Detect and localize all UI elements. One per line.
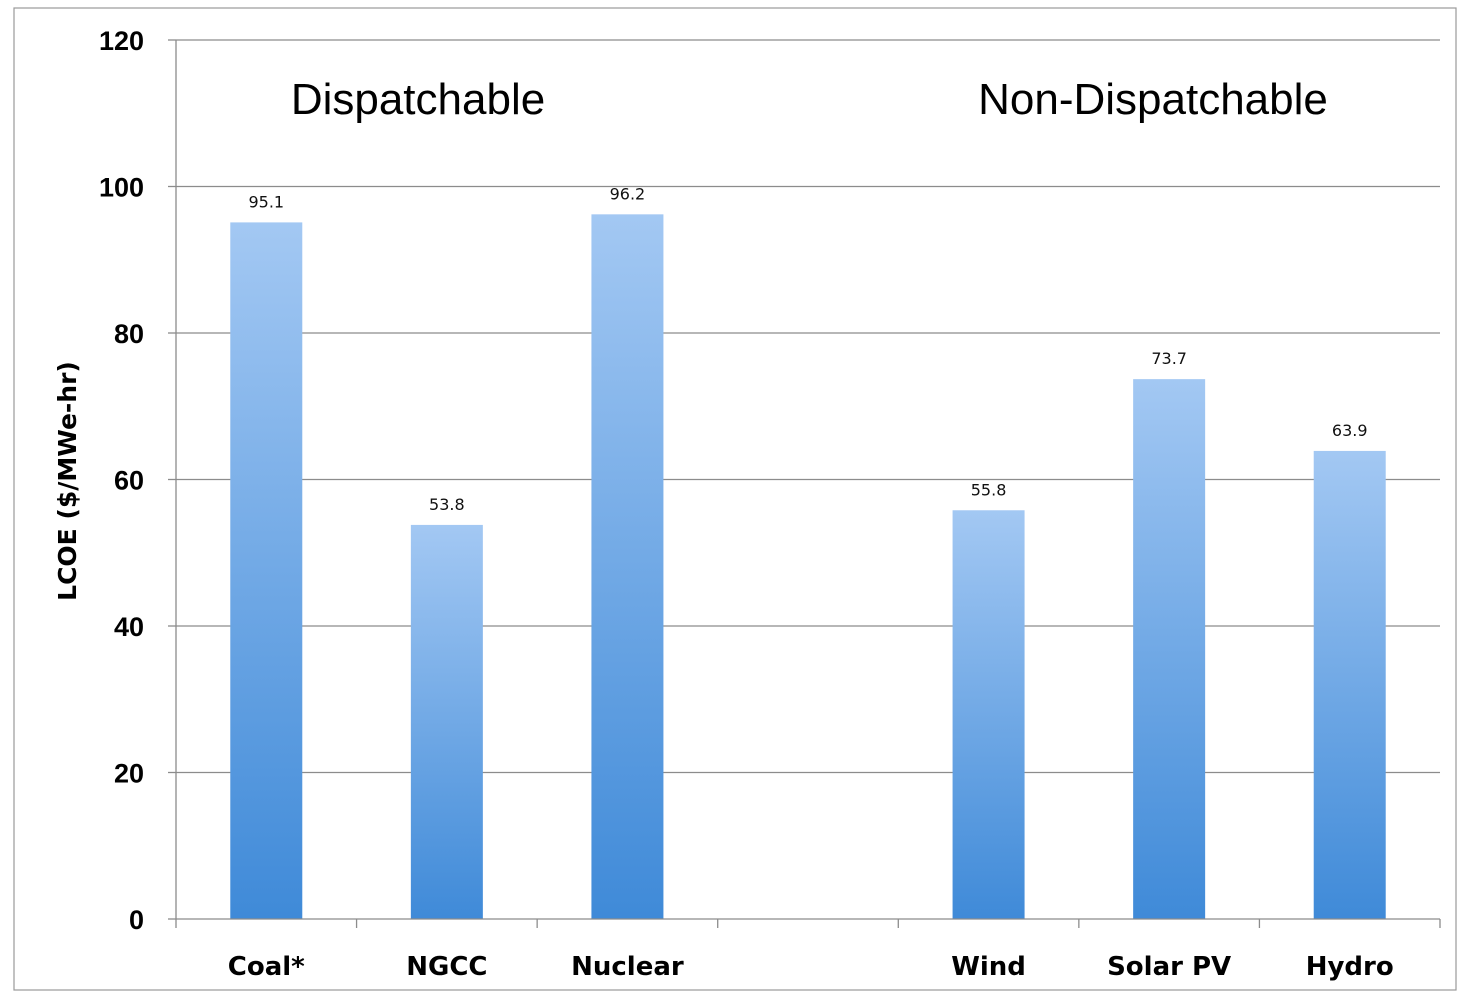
data-label: 73.7 (1151, 349, 1187, 368)
x-category-label: NGCC (406, 952, 487, 982)
y-tick-label: 0 (129, 905, 144, 935)
bar-wind (952, 510, 1025, 919)
bar-nuclear (591, 214, 664, 919)
y-tick-label: 40 (114, 612, 144, 642)
bar-coal (230, 222, 303, 919)
y-tick-label: 60 (114, 466, 144, 496)
data-label: 53.8 (429, 495, 465, 514)
group-label-non-dispatchable: Non-Dispatchable (978, 75, 1328, 124)
x-category-label: Wind (951, 952, 1026, 982)
x-category-label: Solar PV (1107, 952, 1231, 982)
y-tick-label: 80 (114, 319, 144, 349)
y-tick-label: 20 (114, 759, 144, 789)
y-tick-label: 100 (99, 173, 144, 203)
y-tick-label: 120 (99, 26, 144, 56)
bar-ngcc (410, 524, 483, 919)
gridlines (176, 39, 1440, 774)
bar-hydro (1313, 450, 1386, 919)
x-category-label: Coal* (228, 952, 305, 982)
data-label: 96.2 (610, 184, 646, 203)
bars (230, 214, 1386, 920)
data-label: 95.1 (248, 192, 284, 211)
x-category-label: Hydro (1306, 952, 1394, 982)
x-category-label: Nuclear (571, 952, 684, 982)
axes (168, 39, 1441, 928)
bar-solar-pv (1133, 379, 1206, 920)
group-label-dispatchable: Dispatchable (291, 75, 545, 124)
y-axis-title: LCOE ($/MWe-hr) (53, 361, 82, 601)
data-label: 55.8 (971, 480, 1007, 499)
labels: 0 20 40 60 80 100 120 95.1 Coal* 53.8 NGCC 96.2 Nucl… (99, 26, 1394, 982)
data-label: 63.9 (1332, 421, 1368, 440)
